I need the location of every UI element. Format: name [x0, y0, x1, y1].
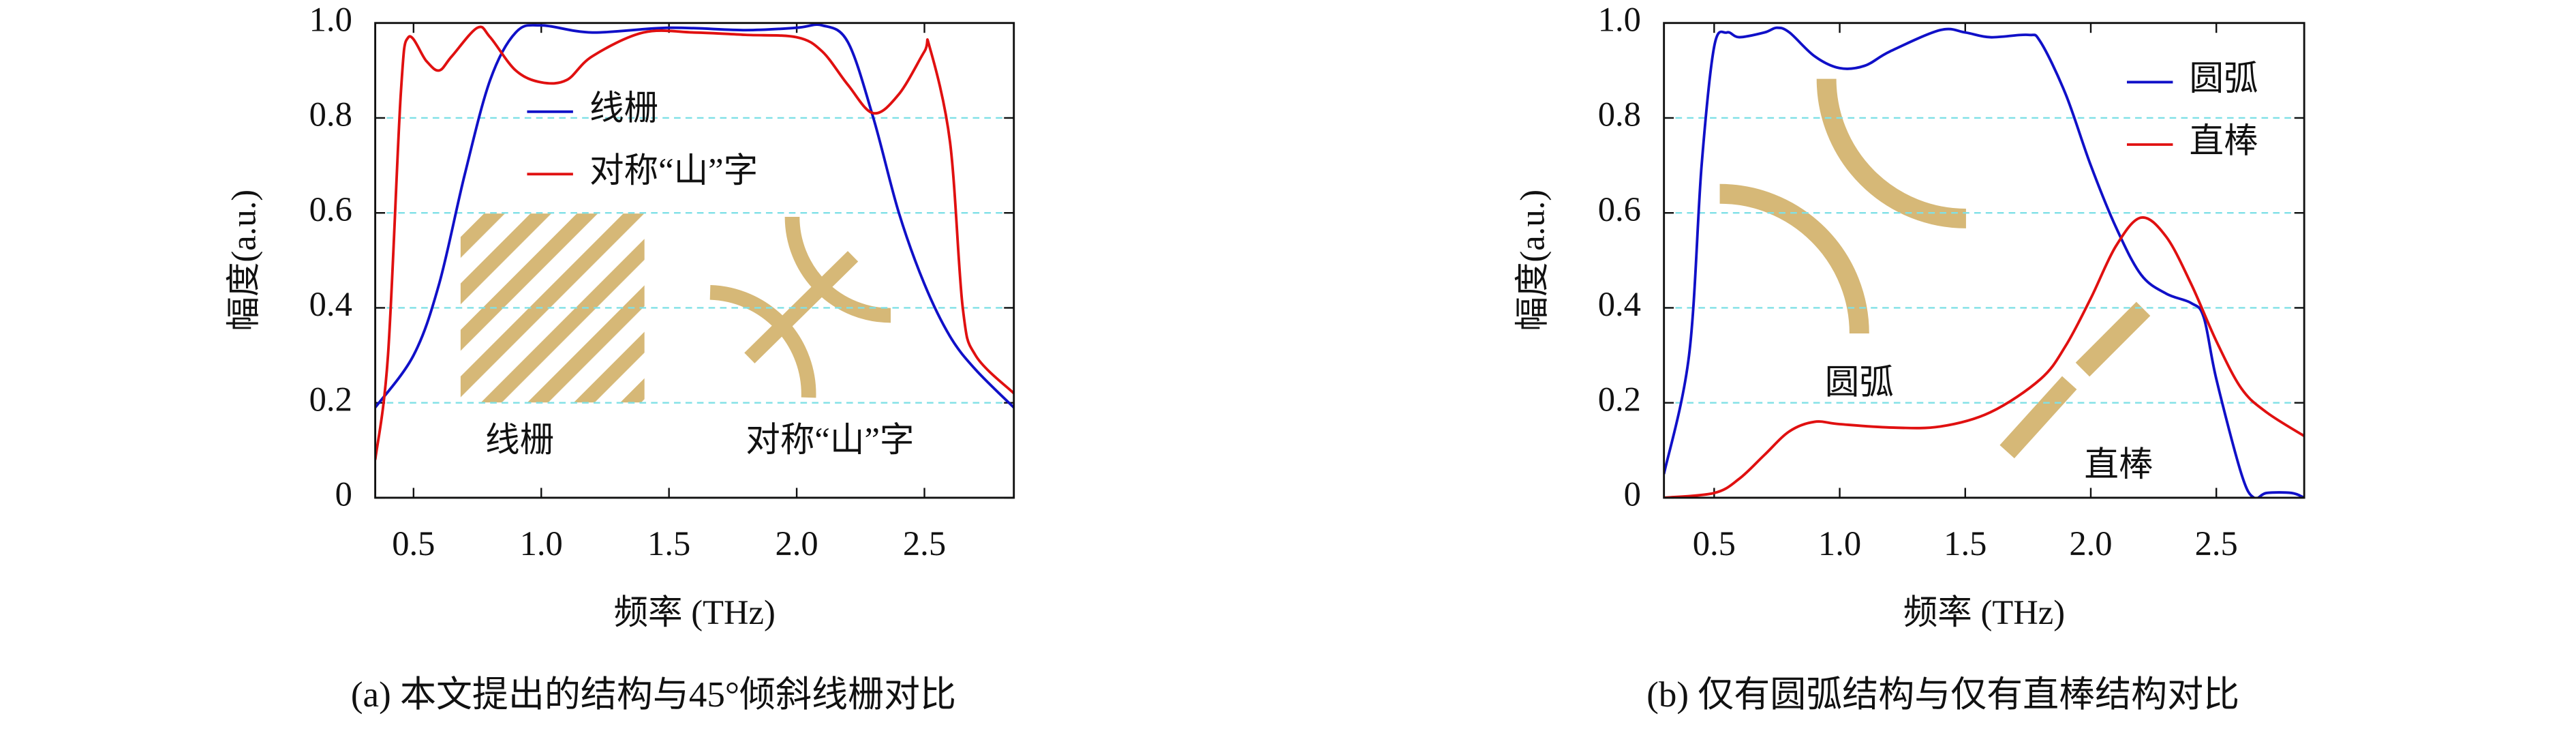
- legend-label: 直棒: [2190, 122, 2258, 160]
- y-tick-label: 0.2: [1598, 380, 1641, 418]
- plot-lines: [1663, 26, 2305, 498]
- y-tick-label: 1.0: [309, 0, 352, 38]
- x-tick-label: 2.0: [2069, 524, 2112, 563]
- bar-icon: [1999, 376, 2077, 459]
- annotation: 圆弧: [1825, 363, 1894, 402]
- annotation: 直棒: [2084, 445, 2153, 483]
- x-tick-label: 0.5: [392, 524, 435, 563]
- legend-label: 线栅: [589, 89, 658, 127]
- x-tick-label: 2.5: [2195, 524, 2238, 563]
- y-tick-label: 0.8: [309, 95, 352, 134]
- x-tick-label: 1.5: [647, 524, 690, 563]
- x-tick-label: 0.5: [1693, 524, 1736, 563]
- caption: (a) 本文提出的结构与45°倾斜线栅对比: [351, 675, 956, 715]
- y-tick-label: 0.8: [1598, 95, 1641, 134]
- x-tick-label: 1.0: [520, 524, 563, 563]
- y-tick-label: 0.6: [309, 190, 352, 228]
- x-tick-label: 1.0: [1818, 524, 1861, 563]
- plot-frame: [1663, 22, 2305, 499]
- x-axis-label: 频率 (THz): [613, 593, 775, 631]
- data-line: [375, 23, 1014, 409]
- plot-lines: [375, 23, 1014, 460]
- data-line: [375, 25, 1014, 460]
- x-axis-label: 频率 (THz): [1903, 593, 2065, 631]
- y-tick-label: 0.4: [1598, 285, 1641, 323]
- annotation: 对称“山”字: [746, 421, 914, 459]
- caption: (b) 仅有圆弧结构与仅有直棒结构对比: [1646, 675, 2239, 715]
- data-line: [1663, 26, 2305, 498]
- x-tick-label: 2.5: [903, 524, 946, 563]
- y-axis-label: 幅度(a.u.): [224, 190, 262, 331]
- y-tick-label: 0: [1624, 475, 1641, 513]
- y-tick-label: 0.2: [309, 380, 352, 418]
- arc-icon: [1719, 183, 1869, 334]
- structure-icons-b: [1719, 78, 2151, 459]
- legend-label: 对称“山”字: [589, 151, 758, 190]
- y-tick-label: 0.6: [1598, 190, 1641, 228]
- data-line: [1663, 216, 2305, 498]
- y-tick-label: 1.0: [1598, 0, 1641, 38]
- x-tick-label: 1.5: [1944, 524, 1987, 563]
- plot-frame: [374, 22, 1015, 499]
- y-axis-label: 幅度(a.u.): [1513, 190, 1551, 331]
- y-tick-label: 0.4: [309, 285, 352, 323]
- arc-icon: [1816, 78, 1967, 228]
- bar-icon: [2075, 301, 2151, 377]
- annotation: 线栅: [485, 421, 554, 459]
- legend-label: 圆弧: [2190, 59, 2258, 98]
- x-tick-label: 2.0: [775, 524, 818, 563]
- y-tick-label: 0: [335, 475, 352, 513]
